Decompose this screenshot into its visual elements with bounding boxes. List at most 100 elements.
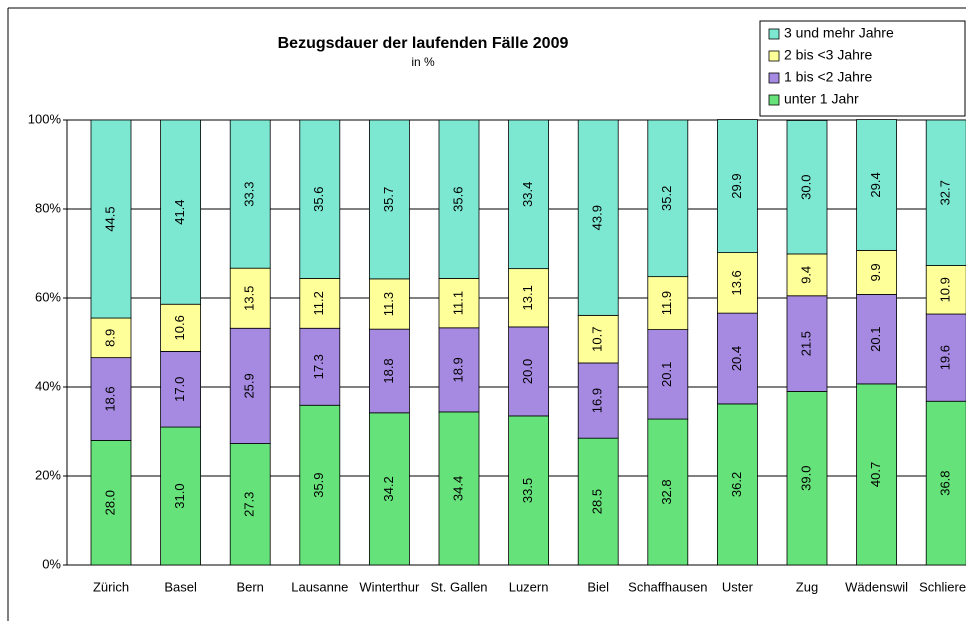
legend-swatch: [768, 94, 780, 106]
y-tick-label: 80%: [35, 200, 61, 215]
data-label: 10.9: [938, 277, 953, 302]
bar-segment: [438, 327, 480, 413]
data-label: 10.7: [590, 327, 605, 352]
bar-segment: [90, 317, 132, 359]
data-label: 41.4: [172, 199, 187, 224]
bar-segment: [577, 362, 619, 439]
bar-segment: [577, 437, 619, 566]
data-label: 19.6: [938, 345, 953, 370]
data-label: 18.6: [102, 386, 117, 411]
data-label: 11.2: [311, 291, 326, 315]
y-tick-label: 40%: [35, 378, 61, 393]
data-label: 25.9: [242, 373, 257, 398]
bar-segment: [229, 267, 271, 329]
bar-segment: [438, 119, 480, 279]
data-label: 18.9: [450, 357, 465, 382]
x-tick-label: Schlieren: [919, 579, 966, 594]
bar-segment: [299, 278, 341, 329]
bar-segment: [786, 391, 828, 566]
data-label: 44.5: [102, 206, 117, 231]
x-tick-label: St. Gallen: [430, 579, 487, 594]
data-label: 18.8: [381, 358, 396, 383]
data-label: 20.0: [520, 359, 535, 384]
legend-box: [759, 20, 966, 117]
legend-swatch: [768, 28, 780, 40]
data-label: 34.2: [381, 476, 396, 501]
data-label: 21.5: [798, 331, 813, 356]
bar-segment: [368, 328, 410, 414]
data-label: 16.9: [590, 388, 605, 413]
bar-segment: [299, 404, 341, 566]
data-label: 9.4: [798, 266, 813, 284]
data-label: 35.2: [659, 186, 674, 211]
y-tick-label: 20%: [35, 467, 61, 482]
bar-segment: [229, 443, 271, 566]
bar-segment: [438, 411, 480, 566]
bar-segment: [160, 119, 202, 305]
data-label: 13.1: [520, 285, 535, 310]
data-label: 29.9: [729, 173, 744, 198]
data-label: 33.5: [520, 478, 535, 503]
data-label: 10.6: [172, 315, 187, 340]
data-label: 20.4: [729, 346, 744, 371]
x-tick-label: Uster: [722, 579, 754, 594]
bar-segment: [925, 313, 966, 402]
x-tick-label: Lausanne: [291, 579, 348, 594]
bar-segment: [786, 120, 828, 255]
bar-segment: [647, 276, 689, 330]
data-label: 43.9: [590, 205, 605, 230]
bar-segment: [160, 426, 202, 566]
data-label: 11.9: [659, 291, 674, 315]
x-tick-label: Biel: [587, 579, 609, 594]
x-tick-label: Basel: [164, 579, 197, 594]
bar-segment: [856, 249, 897, 295]
bar-segment: [508, 415, 550, 566]
y-tick-label: 100%: [28, 111, 62, 126]
data-label: 27.3: [242, 492, 257, 517]
data-label: 32.8: [659, 479, 674, 504]
bar-segment: [856, 119, 897, 251]
data-label: 35.6: [311, 187, 326, 212]
bar-segment: [90, 439, 132, 566]
bar-segment: [717, 403, 758, 566]
bar-segment: [368, 278, 410, 330]
data-label: 39.0: [798, 466, 813, 491]
data-label: 35.9: [311, 472, 326, 497]
x-tick-label: Wädenswil: [845, 579, 908, 594]
bar-segment: [577, 119, 619, 316]
data-label: 30.0: [798, 175, 813, 200]
data-label: 29.4: [868, 172, 883, 197]
bar-segment: [299, 327, 341, 406]
bar-segment: [647, 329, 689, 420]
legend-label: unter 1 Jahr: [784, 91, 859, 107]
data-label: 20.1: [868, 327, 883, 352]
x-tick-label: Luzern: [509, 579, 549, 594]
data-label: 33.3: [242, 181, 257, 206]
legend-label: 3 und mehr Jahre: [784, 25, 894, 41]
bar-segment: [856, 294, 897, 385]
bar-segment: [786, 295, 828, 392]
data-label: 28.0: [102, 490, 117, 515]
data-label: 11.3: [381, 292, 396, 316]
data-label: 35.7: [381, 187, 396, 212]
bar-segment: [160, 350, 202, 428]
chart-title: Bezugsdauer der laufenden Fälle 2009: [278, 35, 569, 52]
x-tick-label: Zug: [796, 579, 818, 594]
bar-segment: [925, 265, 966, 315]
data-label: 40.7: [868, 462, 883, 487]
x-tick-label: Schaffhausen: [628, 579, 707, 594]
legend-label: 2 bis <3 Jahre: [784, 47, 873, 63]
data-label: 13.6: [729, 270, 744, 295]
chart-subtitle: in %: [411, 55, 435, 69]
bar-segment: [577, 314, 619, 364]
bar-segment: [717, 252, 758, 314]
legend-swatch: [768, 50, 780, 62]
data-label: 20.1: [659, 362, 674, 387]
bar-segment: [90, 357, 132, 441]
bar-segment: [508, 326, 550, 417]
data-label: 33.4: [520, 182, 535, 207]
x-tick-label: Bern: [236, 579, 263, 594]
data-label: 17.3: [311, 354, 326, 379]
data-label: 36.2: [729, 472, 744, 497]
